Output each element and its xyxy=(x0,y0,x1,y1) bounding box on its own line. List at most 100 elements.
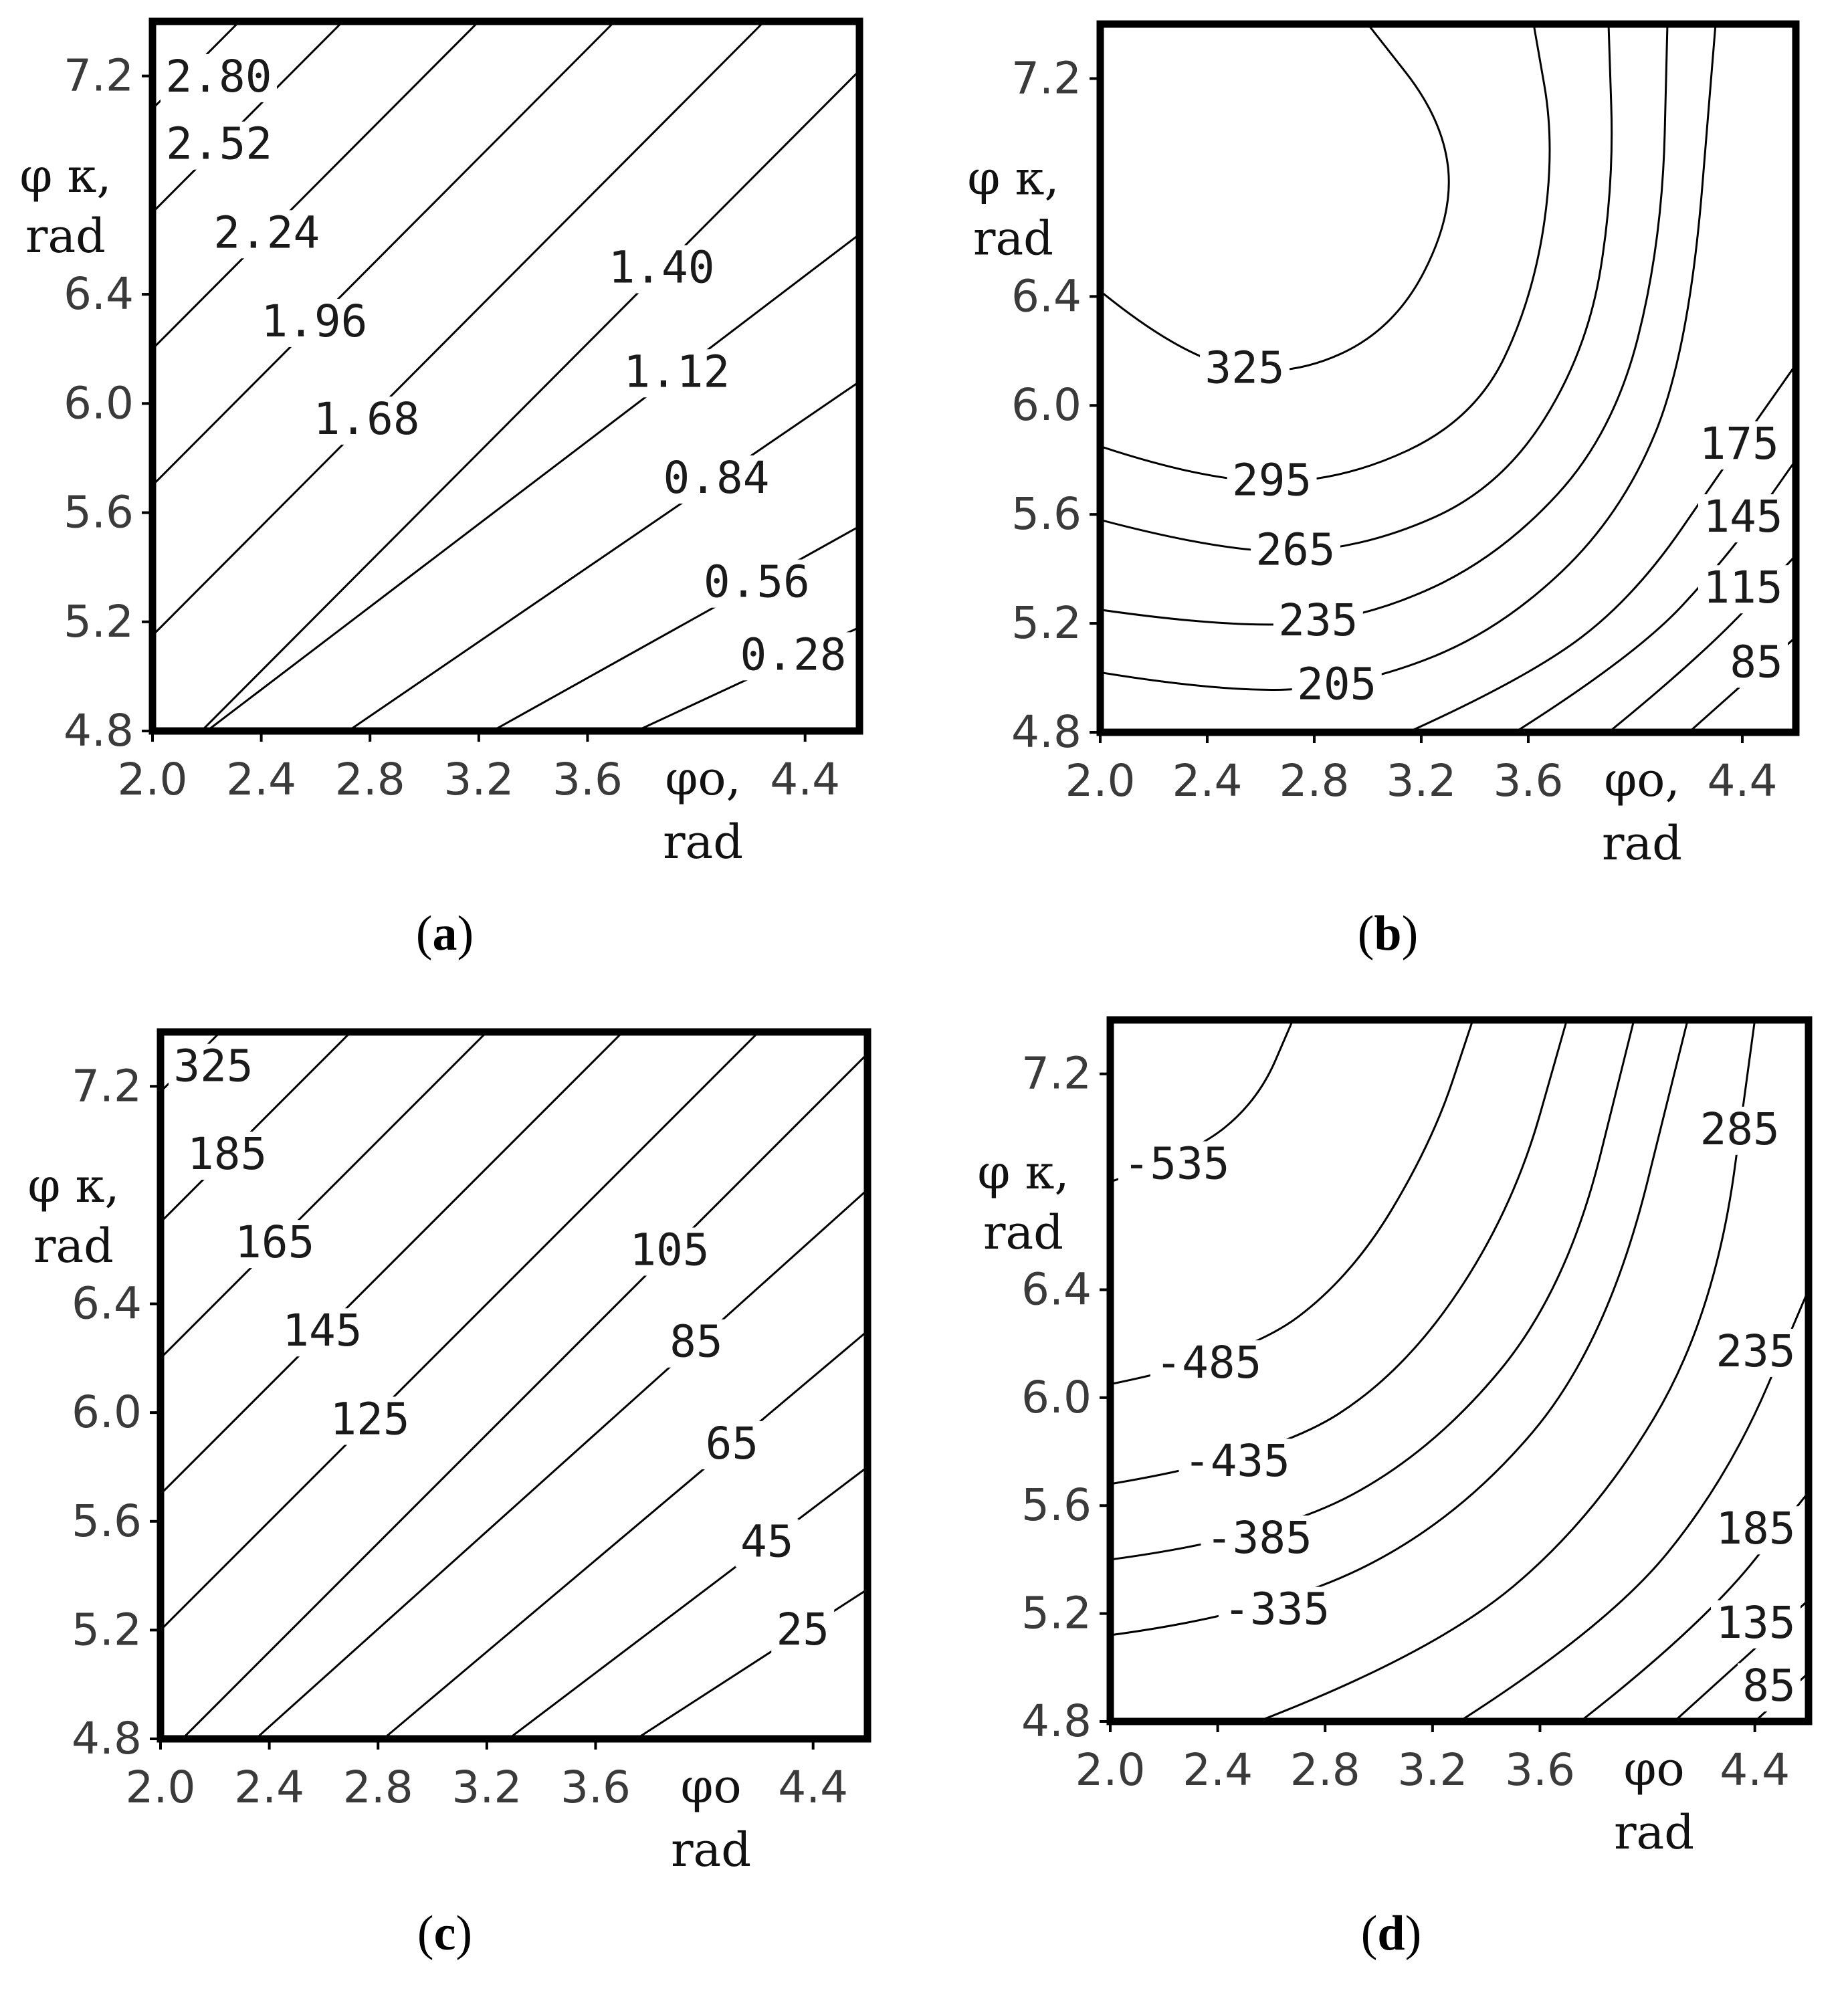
contour-label: 2.24 xyxy=(213,207,320,258)
y-tick-label: 5.6 xyxy=(72,1495,142,1547)
plot-frame xyxy=(157,1028,871,1743)
y-tick-label: 4.8 xyxy=(64,705,134,756)
contour-labels: 2.80 2.52 2.24 1.96 1.68 1.40 1.12 0.84 0.56 0.28 xyxy=(161,51,851,681)
x-axis-unit: rad xyxy=(671,1822,751,1877)
contour-label: 325 xyxy=(173,1041,253,1092)
x-axis-label: φo xyxy=(680,1759,741,1814)
contour-line-205 xyxy=(1100,24,1717,691)
x-axis-label: φo xyxy=(1623,1742,1684,1796)
y-tick-label: 4.8 xyxy=(72,1713,142,1764)
contour-label: 185 xyxy=(1716,1503,1795,1554)
x-axis-ticks: 2.0 2.4 2.8 3.2 3.6 4.4 xyxy=(118,731,840,805)
contour-line-85 xyxy=(255,1188,867,1739)
panel-caption: (c) xyxy=(417,1906,472,1961)
contour-label: -385 xyxy=(1206,1512,1312,1564)
y-tick-label: 6.0 xyxy=(72,1386,142,1438)
contour-line-235 xyxy=(1459,1289,1809,1721)
contour-label: 165 xyxy=(235,1217,314,1268)
contour-label: 1.12 xyxy=(623,346,730,397)
contour-label: 65 xyxy=(706,1418,758,1469)
y-axis-unit: rad xyxy=(33,1219,114,1273)
contour-line-0.84 xyxy=(347,381,859,731)
panel-caption: (d) xyxy=(1361,1906,1421,1961)
y-tick-label: 6.4 xyxy=(72,1278,142,1330)
y-tick-label: 7.2 xyxy=(1021,1048,1092,1099)
contour-label: 2.52 xyxy=(166,118,272,170)
contour-line-165 xyxy=(161,1032,488,1359)
y-tick-label: 7.2 xyxy=(72,1060,142,1112)
x-tick-label: 3.2 xyxy=(451,1762,522,1813)
contour-label: 115 xyxy=(1703,562,1782,613)
x-tick-label: 3.2 xyxy=(1397,1744,1467,1796)
y-tick-label: 4.8 xyxy=(1011,706,1082,758)
contour-label: 105 xyxy=(629,1224,709,1275)
contour-line-185 xyxy=(1579,1491,1809,1721)
contour-label: 125 xyxy=(330,1393,409,1445)
contour-label: 2.80 xyxy=(166,51,272,102)
x-tick-label: 2.0 xyxy=(1075,1744,1146,1796)
contour-label: 0.28 xyxy=(740,629,847,680)
y-tick-label: 5.2 xyxy=(1011,597,1082,649)
x-axis-ticks: 2.0 2.4 2.8 3.2 3.6 4.4 xyxy=(1065,732,1777,807)
y-axis-unit: rad xyxy=(983,1205,1063,1260)
x-axis-ticks: 2.0 2.4 2.8 3.2 3.6 4.4 xyxy=(1075,1721,1790,1796)
panel-letter: d xyxy=(1377,1906,1405,1961)
x-axis-unit: rad xyxy=(1602,816,1682,871)
chart-panel-a: 2.80 2.52 2.24 1.96 1.68 1.40 1.12 0.84 0.56 0.28… xyxy=(19,17,863,961)
x-tick-label: 2.0 xyxy=(126,1762,196,1813)
x-tick-label: 2.0 xyxy=(1065,755,1136,807)
y-tick-label: 5.2 xyxy=(72,1604,142,1655)
x-tick-label: 3.6 xyxy=(552,754,623,805)
y-tick-label: 5.2 xyxy=(64,596,134,647)
contour-line-1.68 xyxy=(152,21,765,637)
plot-frame xyxy=(148,17,863,735)
contour-label: 145 xyxy=(1703,491,1782,542)
x-tick-label: 3.2 xyxy=(443,754,514,805)
contour-line-125 xyxy=(161,1032,760,1631)
y-tick-label: 6.4 xyxy=(64,268,134,320)
contour-label: 85 xyxy=(1742,1660,1795,1711)
contour-labels: 325 185 165 145 125 105 85 65 45 25 xyxy=(169,1041,835,1656)
contour-label: 325 xyxy=(1205,342,1284,393)
x-tick-label: 2.8 xyxy=(1279,755,1350,807)
contour-label: 1.40 xyxy=(609,242,715,294)
plot-frame xyxy=(1106,1016,1813,1725)
y-tick-label: 5.6 xyxy=(1011,488,1082,540)
x-tick-label: 3.2 xyxy=(1387,755,1457,807)
contour-line--435 xyxy=(1110,1020,1568,1485)
contour-label: 1.96 xyxy=(261,296,367,347)
contour-label: 235 xyxy=(1716,1326,1795,1377)
contour-label: 265 xyxy=(1255,524,1335,576)
contour-lines xyxy=(152,21,859,731)
x-axis-unit: rad xyxy=(663,815,743,869)
contour-label: -335 xyxy=(1223,1584,1330,1635)
chart-panel-b: 325 295 265 235 205 175 145 115 85 2.0 2.4 2.8 3.2 3.… xyxy=(967,20,1800,961)
contour-labels: 325 295 265 235 205 175 145 115 85 xyxy=(1200,342,1788,710)
contour-label: 1.68 xyxy=(314,393,420,445)
contour-label: 45 xyxy=(740,1515,793,1567)
contour-line-65 xyxy=(383,1330,867,1739)
y-tick-label: 5.2 xyxy=(1021,1588,1092,1639)
contour-label: -535 xyxy=(1124,1138,1230,1189)
x-axis-label: φo, xyxy=(665,751,740,806)
y-tick-label: 6.4 xyxy=(1021,1263,1092,1315)
contour-line-2.52 xyxy=(152,21,344,213)
contour-line--485 xyxy=(1110,1020,1474,1386)
x-tick-label: 2.8 xyxy=(335,754,405,805)
x-tick-label: 3.6 xyxy=(1494,755,1564,807)
x-tick-label: 3.6 xyxy=(1505,1744,1575,1796)
contour-line-45 xyxy=(508,1466,867,1739)
panel-letter: c xyxy=(434,1906,456,1961)
plot-frame xyxy=(1096,20,1800,736)
contour-label: 235 xyxy=(1278,595,1358,646)
contour-label: 175 xyxy=(1700,418,1779,469)
y-tick-label: 5.6 xyxy=(1021,1479,1092,1531)
y-axis-unit: rad xyxy=(25,209,106,264)
contour-label: 85 xyxy=(670,1316,722,1368)
y-axis-ticks: 7.2 6.4 6.0 5.6 5.2 4.8 xyxy=(1011,52,1100,758)
contour-label: 205 xyxy=(1297,658,1376,710)
contour-line-1.96 xyxy=(152,21,616,486)
panel-caption: (b) xyxy=(1358,906,1418,961)
contour-label: 185 xyxy=(187,1128,267,1180)
